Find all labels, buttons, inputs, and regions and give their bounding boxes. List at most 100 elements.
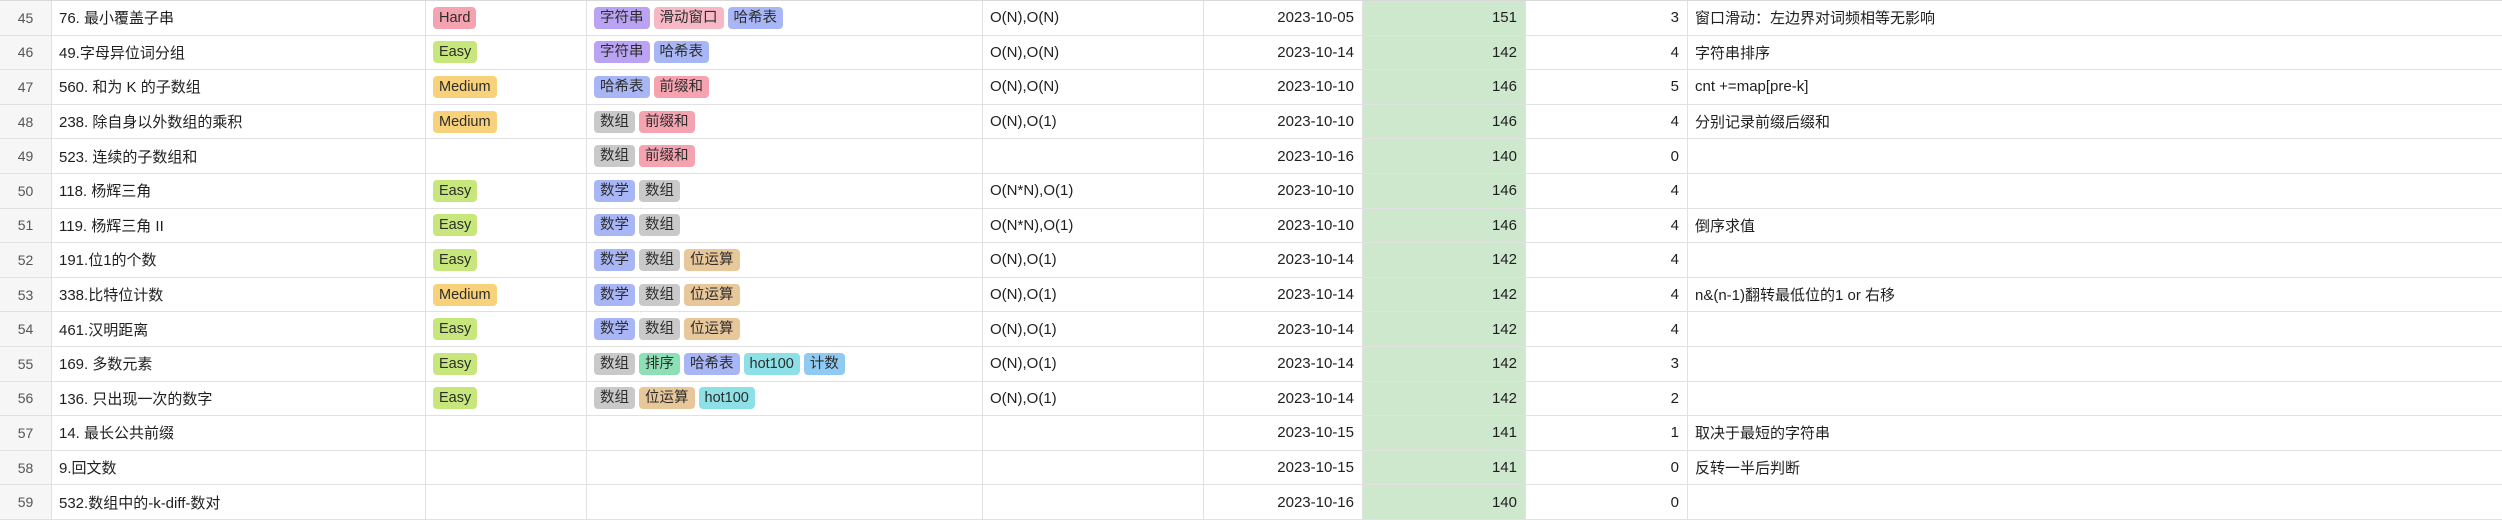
date-cell[interactable]: 2023-10-14	[1204, 346, 1363, 381]
note-cell[interactable]: 反转一半后判断	[1695, 460, 1801, 478]
note-cell[interactable]: 字符串排序	[1695, 44, 1771, 62]
note-cell[interactable]: 取决于最短的字符串	[1695, 425, 1831, 443]
note-cell[interactable]: 倒序求值	[1695, 217, 1756, 235]
date-cell[interactable]: 2023-10-15	[1204, 450, 1363, 485]
note-cell[interactable]	[1688, 382, 2502, 416]
problem-title-cell[interactable]: 49.字母异位词分组	[52, 35, 426, 70]
problem-title-cell[interactable]: 238. 除自身以外数组的乘积	[52, 104, 426, 139]
days-elapsed-cell[interactable]: 141	[1363, 450, 1526, 485]
review-count-cell[interactable]: 4	[1526, 35, 1688, 70]
row-number[interactable]: 55	[0, 346, 52, 381]
difficulty-cell[interactable]: Easy	[426, 35, 587, 70]
review-count-cell[interactable]: 4	[1526, 173, 1688, 208]
days-elapsed-cell[interactable]: 142	[1363, 381, 1526, 416]
review-count-cell[interactable]: 0	[1526, 139, 1688, 173]
complexity-cell[interactable]	[983, 450, 1204, 485]
problem-title-cell[interactable]: 523. 连续的子数组和	[52, 139, 426, 173]
note-cell[interactable]	[1688, 485, 2502, 519]
row-number[interactable]: 50	[0, 173, 52, 208]
row-number[interactable]: 58	[0, 450, 52, 485]
row-number[interactable]: 53	[0, 277, 52, 312]
review-count-cell[interactable]: 0	[1526, 450, 1688, 485]
problem-title-cell[interactable]: 9.回文数	[52, 450, 426, 485]
row-number[interactable]: 57	[0, 416, 52, 450]
problem-title-cell[interactable]: 560. 和为 K 的子数组	[52, 70, 426, 104]
review-count-cell[interactable]: 4	[1526, 208, 1688, 243]
row-number[interactable]: 49	[0, 139, 52, 173]
complexity-cell[interactable]: O(N),O(1)	[983, 277, 1204, 312]
days-elapsed-cell[interactable]: 142	[1363, 277, 1526, 312]
difficulty-cell[interactable]: Easy	[426, 381, 587, 416]
tags-cell[interactable]	[587, 416, 983, 450]
note-cell[interactable]	[1688, 139, 2502, 173]
complexity-cell[interactable]	[983, 139, 1204, 173]
row-number[interactable]: 52	[0, 243, 52, 277]
days-elapsed-cell[interactable]: 142	[1363, 312, 1526, 346]
problem-title-cell[interactable]: 136. 只出现一次的数字	[52, 381, 426, 416]
complexity-cell[interactable]: O(N),O(1)	[983, 312, 1204, 346]
tags-cell[interactable]: 数组 前缀和	[587, 104, 983, 139]
complexity-cell[interactable]: O(N),O(1)	[983, 243, 1204, 277]
complexity-cell[interactable]: O(N),O(N)	[983, 1, 1204, 35]
days-elapsed-cell[interactable]: 146	[1363, 173, 1526, 208]
row-number[interactable]: 59	[0, 485, 52, 519]
tags-cell[interactable]: 数学 数组	[587, 208, 983, 243]
date-cell[interactable]: 2023-10-05	[1204, 1, 1363, 35]
tags-cell[interactable]: 数学 数组	[587, 173, 983, 208]
row-number[interactable]: 56	[0, 381, 52, 416]
difficulty-cell[interactable]: Easy	[426, 346, 587, 381]
tags-cell[interactable]: 数组 排序 哈希表 hot100 计数	[587, 346, 983, 381]
problem-title-cell[interactable]: 76. 最小覆盖子串	[52, 1, 426, 35]
difficulty-cell[interactable]	[426, 450, 587, 485]
date-cell[interactable]: 2023-10-16	[1204, 139, 1363, 173]
difficulty-cell[interactable]	[426, 139, 587, 173]
note-cell[interactable]: n&(n-1)翻转最低位的1 or 右移	[1695, 287, 1896, 305]
problem-title-cell[interactable]: 461.汉明距离	[52, 312, 426, 346]
problem-title-cell[interactable]: 191.位1的个数	[52, 243, 426, 277]
difficulty-cell[interactable]: Hard	[426, 1, 587, 35]
tags-cell[interactable]: 字符串 滑动窗口 哈希表	[587, 1, 983, 35]
tags-cell[interactable]: 字符串 哈希表	[587, 35, 983, 70]
row-number[interactable]: 46	[0, 35, 52, 70]
date-cell[interactable]: 2023-10-16	[1204, 485, 1363, 519]
row-number[interactable]: 47	[0, 70, 52, 104]
complexity-cell[interactable]: O(N),O(1)	[983, 346, 1204, 381]
date-cell[interactable]: 2023-10-14	[1204, 243, 1363, 277]
problem-title-cell[interactable]: 118. 杨辉三角	[52, 173, 426, 208]
date-cell[interactable]: 2023-10-10	[1204, 104, 1363, 139]
difficulty-cell[interactable]	[426, 485, 587, 519]
complexity-cell[interactable]: O(N),O(1)	[983, 381, 1204, 416]
difficulty-cell[interactable]: Medium	[426, 277, 587, 312]
days-elapsed-cell[interactable]: 151	[1363, 1, 1526, 35]
problem-title-cell[interactable]: 169. 多数元素	[52, 346, 426, 381]
complexity-cell[interactable]: O(N*N),O(1)	[983, 173, 1204, 208]
days-elapsed-cell[interactable]: 142	[1363, 346, 1526, 381]
problem-title-cell[interactable]: 338.比特位计数	[52, 277, 426, 312]
difficulty-cell[interactable]: Medium	[426, 104, 587, 139]
days-elapsed-cell[interactable]: 146	[1363, 104, 1526, 139]
review-count-cell[interactable]: 3	[1526, 346, 1688, 381]
review-count-cell[interactable]: 4	[1526, 104, 1688, 139]
review-count-cell[interactable]: 4	[1526, 243, 1688, 277]
days-elapsed-cell[interactable]: 140	[1363, 139, 1526, 173]
date-cell[interactable]: 2023-10-14	[1204, 381, 1363, 416]
tags-cell[interactable]	[587, 450, 983, 485]
note-cell[interactable]: 分别记录前缀后缀和	[1695, 114, 1831, 132]
review-count-cell[interactable]: 4	[1526, 312, 1688, 346]
complexity-cell[interactable]: O(N*N),O(1)	[983, 208, 1204, 243]
difficulty-cell[interactable]: Easy	[426, 173, 587, 208]
row-number[interactable]: 48	[0, 104, 52, 139]
complexity-cell[interactable]: O(N),O(1)	[983, 104, 1204, 139]
row-number[interactable]: 51	[0, 208, 52, 243]
tags-cell[interactable]: 数组 位运算 hot100	[587, 381, 983, 416]
problem-title-cell[interactable]: 119. 杨辉三角 II	[52, 208, 426, 243]
date-cell[interactable]: 2023-10-15	[1204, 416, 1363, 450]
note-cell[interactable]	[1688, 243, 2502, 277]
complexity-cell[interactable]: O(N),O(N)	[983, 70, 1204, 104]
days-elapsed-cell[interactable]: 142	[1363, 35, 1526, 70]
complexity-cell[interactable]	[983, 485, 1204, 519]
row-number[interactable]: 54	[0, 312, 52, 346]
complexity-cell[interactable]: O(N),O(N)	[983, 35, 1204, 70]
review-count-cell[interactable]: 4	[1526, 277, 1688, 312]
tags-cell[interactable]: 哈希表 前缀和	[587, 70, 983, 104]
